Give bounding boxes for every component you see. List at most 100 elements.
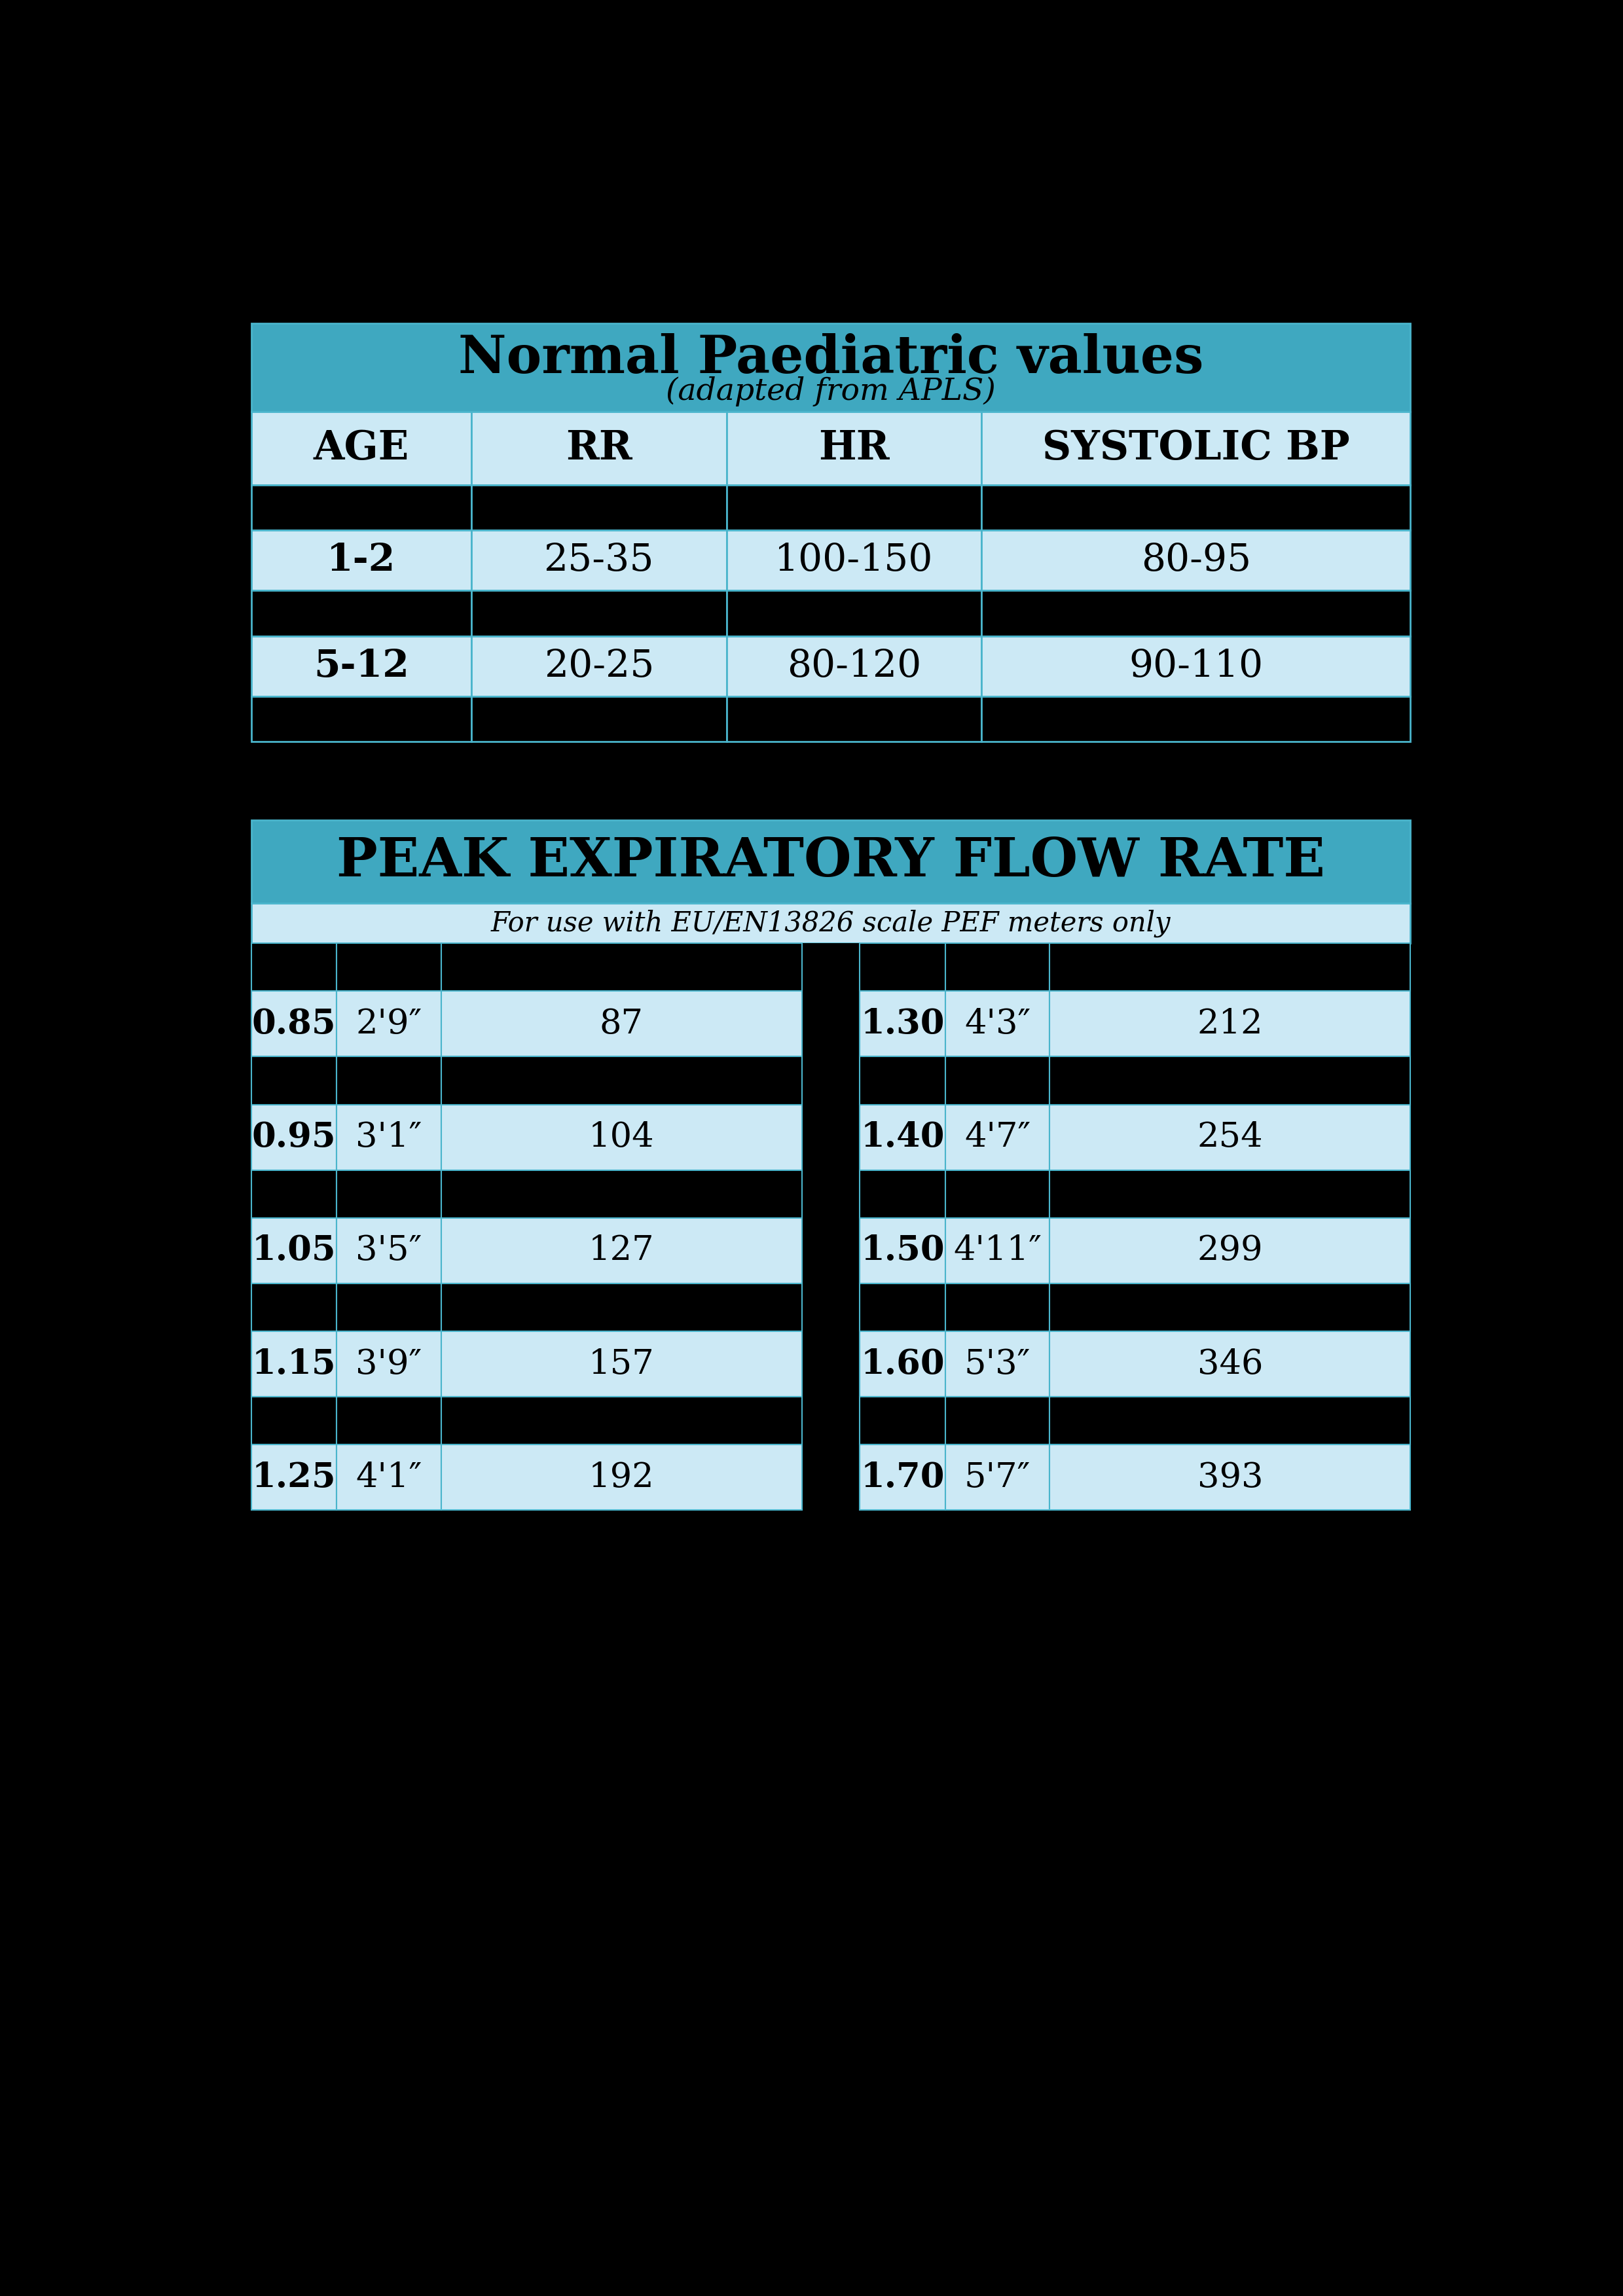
Text: SYSTOLIC BP: SYSTOLIC BP — [1042, 429, 1350, 468]
Bar — [1050, 992, 1410, 1056]
Text: 3'9″: 3'9″ — [355, 1348, 422, 1380]
Text: 5'3″: 5'3″ — [964, 1348, 1031, 1380]
Text: 192: 192 — [589, 1460, 654, 1495]
Text: 1.05: 1.05 — [252, 1233, 336, 1267]
Bar — [441, 1444, 802, 1511]
Bar — [441, 944, 802, 992]
Text: 1.50: 1.50 — [860, 1233, 945, 1267]
Bar — [1050, 1332, 1410, 1396]
Text: 4'11″: 4'11″ — [953, 1233, 1042, 1267]
Bar — [252, 1056, 336, 1104]
Bar — [802, 944, 860, 992]
Text: 3'1″: 3'1″ — [355, 1120, 422, 1155]
Text: 1.15: 1.15 — [252, 1348, 336, 1380]
Text: 0.95: 0.95 — [252, 1120, 336, 1155]
Bar — [860, 1283, 945, 1332]
Text: 4'7″: 4'7″ — [964, 1120, 1031, 1155]
Bar — [336, 1217, 441, 1283]
Bar — [252, 1283, 336, 1332]
Bar — [441, 1283, 802, 1332]
Bar — [945, 1171, 1050, 1217]
Bar — [982, 530, 1410, 590]
Bar — [860, 1104, 945, 1171]
Bar — [945, 992, 1050, 1056]
Bar — [860, 992, 945, 1056]
Bar — [982, 636, 1410, 696]
Bar — [252, 1104, 336, 1171]
Bar — [982, 484, 1410, 530]
Text: RR: RR — [565, 429, 633, 468]
Bar — [1050, 1217, 1410, 1283]
Bar — [945, 1283, 1050, 1332]
Bar — [945, 1444, 1050, 1511]
Bar — [1050, 1396, 1410, 1444]
Bar — [860, 1171, 945, 1217]
Bar — [727, 411, 982, 484]
Bar — [945, 1104, 1050, 1171]
Bar — [252, 820, 1410, 902]
Bar — [1050, 1171, 1410, 1217]
Text: 3'5″: 3'5″ — [355, 1233, 422, 1267]
Bar — [802, 1444, 860, 1511]
Bar — [471, 590, 727, 636]
Text: 346: 346 — [1198, 1348, 1263, 1380]
Text: 25-35: 25-35 — [544, 542, 654, 579]
Bar — [336, 1104, 441, 1171]
Text: 80-120: 80-120 — [787, 647, 922, 684]
Bar — [441, 1104, 802, 1171]
Bar — [336, 944, 441, 992]
Bar — [727, 484, 982, 530]
Bar — [336, 1056, 441, 1104]
Bar — [982, 590, 1410, 636]
Bar — [471, 484, 727, 530]
Bar — [471, 411, 727, 484]
Text: 299: 299 — [1198, 1233, 1263, 1267]
Text: 20-25: 20-25 — [544, 647, 654, 684]
Text: 0.85: 0.85 — [252, 1008, 336, 1040]
Bar — [336, 1283, 441, 1332]
Bar — [860, 1332, 945, 1396]
Bar — [252, 902, 1410, 944]
Text: 5-12: 5-12 — [313, 647, 409, 684]
Bar — [252, 696, 471, 742]
Bar — [1050, 1283, 1410, 1332]
Text: 254: 254 — [1198, 1120, 1263, 1155]
Bar — [471, 636, 727, 696]
Bar — [1050, 944, 1410, 992]
Bar — [252, 1171, 336, 1217]
Bar — [982, 696, 1410, 742]
Bar — [727, 530, 982, 590]
Bar — [252, 944, 336, 992]
Bar — [252, 411, 471, 484]
Text: 1.40: 1.40 — [860, 1120, 945, 1155]
Bar — [802, 1104, 860, 1171]
Text: 1-2: 1-2 — [326, 542, 396, 579]
Bar — [860, 1444, 945, 1511]
Bar — [252, 1332, 336, 1396]
Bar — [441, 992, 802, 1056]
Bar — [860, 1056, 945, 1104]
Text: 80-95: 80-95 — [1141, 542, 1251, 579]
Bar — [802, 992, 860, 1056]
Bar — [1050, 1056, 1410, 1104]
Text: Normal Paediatric values: Normal Paediatric values — [458, 333, 1203, 383]
Bar — [945, 1332, 1050, 1396]
Bar — [252, 1396, 336, 1444]
Text: 1.25: 1.25 — [252, 1460, 336, 1495]
Bar — [252, 484, 471, 530]
Bar — [945, 1056, 1050, 1104]
Bar — [252, 590, 471, 636]
Bar — [441, 1217, 802, 1283]
Bar — [982, 411, 1410, 484]
Bar — [471, 530, 727, 590]
Bar — [336, 1332, 441, 1396]
Bar — [471, 696, 727, 742]
Bar — [252, 1217, 336, 1283]
Text: 212: 212 — [1198, 1008, 1263, 1040]
Text: PEAK EXPIRATORY FLOW RATE: PEAK EXPIRATORY FLOW RATE — [336, 836, 1324, 889]
Text: 1.60: 1.60 — [860, 1348, 945, 1380]
Bar — [860, 1217, 945, 1283]
Bar — [945, 1217, 1050, 1283]
Text: 5'7″: 5'7″ — [964, 1460, 1031, 1495]
Bar — [802, 1283, 860, 1332]
